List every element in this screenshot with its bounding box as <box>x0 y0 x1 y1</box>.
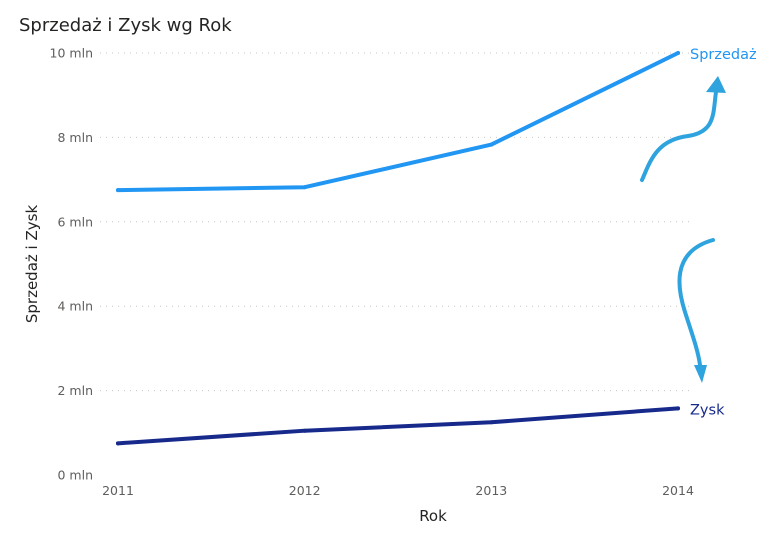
y-tick-label: 6 mln <box>58 214 94 229</box>
x-tick-label: 2014 <box>662 483 694 498</box>
data-point <box>116 441 120 446</box>
y-axis-title: Sprzedaż i Zysk <box>23 205 41 324</box>
y-tick-label: 2 mln <box>58 383 94 398</box>
arrowhead-up <box>706 76 726 93</box>
gridlines <box>100 52 690 392</box>
y-tick-label: 10 mln <box>50 46 93 61</box>
data-point <box>676 51 680 55</box>
x-tick-label: 2011 <box>102 483 134 498</box>
data-point <box>302 428 307 433</box>
data-point <box>676 406 680 411</box>
data-point <box>302 185 307 190</box>
data-point <box>489 142 494 147</box>
series-label: Zysk <box>690 402 725 418</box>
x-axis-ticks: 2011 2012 2013 2014 <box>102 483 694 498</box>
series-line-sprzedaż <box>116 51 680 193</box>
y-tick-label: 4 mln <box>58 299 94 314</box>
arrow-down-annotation <box>677 238 715 367</box>
x-axis-title: Rok <box>419 507 447 525</box>
series-lines <box>116 51 680 446</box>
x-tick-label: 2012 <box>289 483 321 498</box>
data-point <box>489 420 494 425</box>
series-line-zysk <box>116 406 680 446</box>
data-point <box>116 188 120 193</box>
x-tick-label: 2013 <box>475 483 507 498</box>
arrowhead-down <box>694 365 707 383</box>
y-tick-label: 8 mln <box>58 130 94 145</box>
chart-title: Sprzedaż i Zysk wg Rok <box>19 15 232 36</box>
arrow-up-annotation <box>640 90 718 182</box>
y-axis-ticks: 0 mln 2 mln 4 mln 6 mln 8 mln 10 mln <box>50 46 93 483</box>
series-labels: Sprzedaż Zysk <box>690 47 757 418</box>
series-label: Sprzedaż <box>690 47 757 63</box>
y-tick-label: 0 mln <box>58 468 94 483</box>
annotation-arrows <box>640 76 726 383</box>
